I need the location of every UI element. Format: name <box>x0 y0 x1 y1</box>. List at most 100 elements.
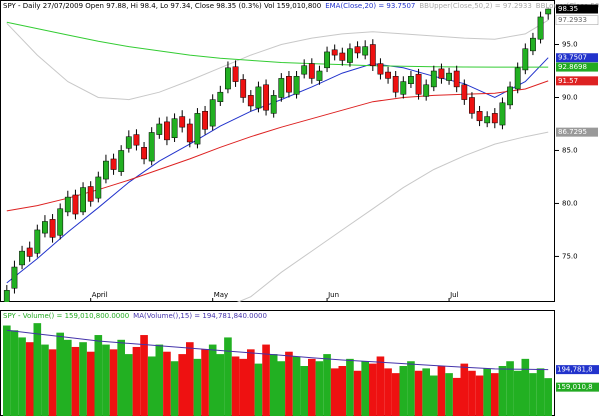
volume-bar <box>330 368 339 416</box>
volume-badge-label: 194,781,8 <box>557 366 593 374</box>
volume-bar <box>48 349 57 416</box>
volume-bar <box>132 346 141 416</box>
candle-body <box>118 150 125 172</box>
volume-bar <box>277 361 286 416</box>
volume-bar <box>231 356 240 416</box>
volume-bar <box>178 354 186 416</box>
price-panel <box>0 0 555 302</box>
candle-body <box>217 91 224 102</box>
candle-body <box>263 84 269 111</box>
candle-body <box>331 49 338 56</box>
volume-bar <box>186 342 194 416</box>
volume-bar <box>163 351 171 416</box>
candle-body <box>194 113 201 145</box>
candle-body <box>446 72 452 81</box>
volume-bar <box>483 368 491 416</box>
candle-body <box>156 123 163 135</box>
value-badge-label: 86.7295 <box>558 128 587 136</box>
volume-badge <box>556 382 599 392</box>
indicator-line <box>236 131 549 302</box>
value-badge <box>555 15 599 25</box>
volume-bar <box>460 363 469 416</box>
legend-entry: BBUpper(Close,50,2) = 97.2933 <box>419 2 531 10</box>
value-badge <box>556 62 598 72</box>
volume-bar <box>544 378 552 416</box>
volume-bar <box>224 337 232 416</box>
candle-body <box>34 229 41 254</box>
candle-body <box>347 48 353 63</box>
volume-bar <box>269 354 278 416</box>
candle-body <box>507 86 513 106</box>
candle-body <box>87 186 94 202</box>
value-badge <box>556 127 598 137</box>
candle-body <box>293 76 300 95</box>
overlay: SPY - Daily 27/07/2009 Open 97.88, Hi 98… <box>3 2 600 392</box>
candle-body <box>42 221 48 234</box>
candle-body <box>49 219 56 238</box>
volume-bar <box>376 356 385 416</box>
candle-body <box>369 44 376 66</box>
volume-bar <box>361 361 369 416</box>
volume-plot <box>3 323 552 416</box>
candle-body <box>209 99 216 127</box>
volume-bar <box>10 330 19 416</box>
volume-bar <box>79 342 87 416</box>
volume-bar <box>422 368 430 416</box>
volume-badge <box>556 365 599 375</box>
y-tick-label: 85.0 <box>562 146 578 154</box>
volume-bar <box>64 339 72 416</box>
candle-body <box>377 63 384 75</box>
volume-ma-line <box>6 329 549 371</box>
volume-bar <box>536 368 545 416</box>
candle-body <box>385 71 391 79</box>
candle-body <box>484 116 491 124</box>
volume-bar <box>521 358 530 416</box>
candle-body <box>423 84 430 97</box>
candle-body <box>286 76 292 93</box>
volume-bar <box>300 366 308 416</box>
candle-body <box>430 70 437 88</box>
candle-body <box>19 250 25 266</box>
candle-body <box>26 247 33 257</box>
x-tick-label: May <box>214 291 228 299</box>
x-tick-label: Jun <box>327 291 339 299</box>
candle-body <box>80 187 86 213</box>
volume-bar <box>338 366 347 416</box>
legend-entry: EMA(Close,20) = 93.7507 <box>325 2 415 10</box>
candle-body <box>308 63 315 79</box>
volume-bar <box>155 344 164 416</box>
volume-bar <box>292 356 301 416</box>
candle-body <box>469 97 475 114</box>
candle-body <box>240 79 247 98</box>
candle-body <box>164 121 170 141</box>
candle-body <box>499 102 506 126</box>
candle-body <box>324 51 330 69</box>
candle-body <box>3 290 10 302</box>
volume-bar <box>18 337 26 416</box>
candle-body <box>202 111 208 130</box>
volume-bar <box>208 344 217 416</box>
candle-body <box>57 208 64 236</box>
volume-bar <box>498 366 507 416</box>
volume-bar <box>315 361 324 416</box>
candle-body <box>392 76 399 93</box>
chart-title: SPY - Daily 27/07/2009 Open 97.88, Hi 98… <box>3 2 321 10</box>
candle-body <box>72 194 79 215</box>
candle-body <box>179 116 186 128</box>
y-tick-label: 80.0 <box>562 199 578 207</box>
candle-body <box>301 65 308 75</box>
candle-body <box>476 111 483 122</box>
volume-bar <box>254 363 263 416</box>
candle-body <box>491 113 498 124</box>
y-tick-label: 90.0 <box>562 93 578 101</box>
volume-bar <box>262 344 270 416</box>
indicator-line <box>6 21 549 68</box>
volume-bar <box>452 377 461 416</box>
volume-bar <box>216 354 225 416</box>
candle-body <box>362 46 369 56</box>
volume-bar <box>239 358 247 416</box>
volume-bar <box>346 358 354 416</box>
volume-bar <box>391 373 400 416</box>
candle-body <box>11 266 18 289</box>
